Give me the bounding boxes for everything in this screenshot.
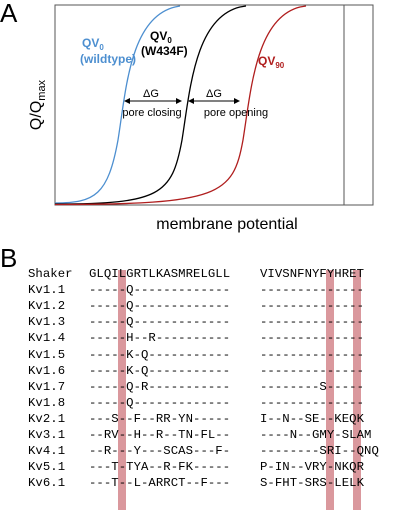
sequence-segment-1: ---T-TYA--R-FK----- <box>89 460 231 475</box>
highlight-column-1 <box>118 270 126 510</box>
row-name: Kv1.4 <box>28 331 66 346</box>
row-name: Kv5.1 <box>28 460 66 475</box>
sequence-segment-1: -----K-Q----------- <box>89 363 231 378</box>
sequence-segment-1: ---S--F--RR-YN----- <box>89 411 231 426</box>
row-name: Kv2.1 <box>28 411 66 426</box>
curve-qv90 <box>54 5 307 206</box>
panel-a-label: A <box>0 0 18 28</box>
arrowhead-left-1 <box>124 98 130 104</box>
curve-sublabel-wildtype: (wildtype) <box>80 52 136 66</box>
pore-opening-label: pore opening <box>204 107 268 119</box>
plot-frame <box>54 4 374 206</box>
sequence-segment-1: GLQILGRTLKASMRELGLL <box>89 267 231 281</box>
sequence-segment-2: -------------- <box>260 299 365 314</box>
curve-wildtype <box>54 5 181 204</box>
sequence-segment-1: -----Q-R----------- <box>89 379 231 394</box>
sequence-segment-1: -----H--R---------- <box>89 331 231 346</box>
arrowhead-left-2 <box>188 98 194 104</box>
arrowhead-right-2 <box>234 98 240 104</box>
sequence-segment-2: -------------- <box>260 347 365 362</box>
sequence-segment-2: --------SRI--QNQ <box>260 444 379 459</box>
sequence-segment-2: S-FHT-SRS-LELK <box>260 476 365 491</box>
delta-g-label-1: ΔG <box>143 88 159 100</box>
sequence-segment-2: -------------- <box>260 363 365 378</box>
sequence-segment-1: ---T--L-ARRCT--F--- <box>89 476 231 491</box>
row-name: Kv6.1 <box>28 476 66 491</box>
sequence-segment-2: -------------- <box>260 315 365 330</box>
sequence-segment-2: -------------- <box>260 395 365 410</box>
highlight-column-2 <box>326 270 334 510</box>
sequence-segment-2: ----N--GMY-SLAM <box>260 428 372 442</box>
curve-label-w434f: QV0 <box>150 29 172 45</box>
sequence-segment-1: -----Q------------- <box>89 283 231 298</box>
row-name: Kv1.8 <box>28 395 66 410</box>
row-name: Kv1.2 <box>28 299 66 314</box>
sequence-segment-1: -----K-Q----------- <box>89 347 231 362</box>
row-name: Kv1.7 <box>28 379 66 394</box>
delta-g-label-2: ΔG <box>206 88 222 100</box>
curve-label-qv90: QV90 <box>258 54 285 70</box>
row-name: Kv4.1 <box>28 444 66 459</box>
curve-w434f <box>54 5 247 205</box>
row-name: Kv3.1 <box>28 428 66 442</box>
pore-closing-label: pore closing <box>122 107 181 119</box>
row-name: Shaker <box>28 267 73 281</box>
sequence-segment-1: -----Q------------- <box>89 395 231 410</box>
sequence-segment-2: -------------- <box>260 283 365 298</box>
panel-b-label: B <box>0 243 18 273</box>
sequence-segment-2: --------S----- <box>260 379 365 394</box>
sequence-segment-1: -----Q------------- <box>89 299 231 314</box>
row-name: Kv1.3 <box>28 315 66 330</box>
y-axis-label: Q/Qmax <box>28 79 48 130</box>
sequence-segment-2: -------------- <box>260 331 365 346</box>
sequence-segment-1: --RV--H--R--TN-FL-- <box>89 428 231 442</box>
row-name: Kv1.6 <box>28 363 66 378</box>
curve-sublabel-w434f: (W434F) <box>141 44 188 58</box>
row-name: Kv1.1 <box>28 283 66 298</box>
sequence-alignment: Shaker GLQILGRTLKASMRELGLL VIVSNFNYFYHRET K… <box>28 266 403 512</box>
sequence-segment-2: VIVSNFNYFYHRET <box>260 267 365 281</box>
sequence-segment-2: I--N--SE--KEQK <box>260 411 365 426</box>
highlight-column-3 <box>353 270 361 510</box>
sequence-segment-2: P-IN--VRY-NKQR <box>260 460 365 475</box>
sequence-segment-1: --R---Y---SCAS---F- <box>89 444 231 459</box>
row-name: Kv1.5 <box>28 347 66 362</box>
x-axis-label: membrane potential <box>156 216 297 233</box>
panel-a-chart: QV0 (wildtype) QV0 (W434F) QV90 ΔG pore … <box>28 4 374 233</box>
sequence-segment-1: -----Q------------- <box>89 315 231 330</box>
curve-label-wildtype: QV0 <box>82 36 104 52</box>
arrowhead-right-1 <box>176 98 182 104</box>
